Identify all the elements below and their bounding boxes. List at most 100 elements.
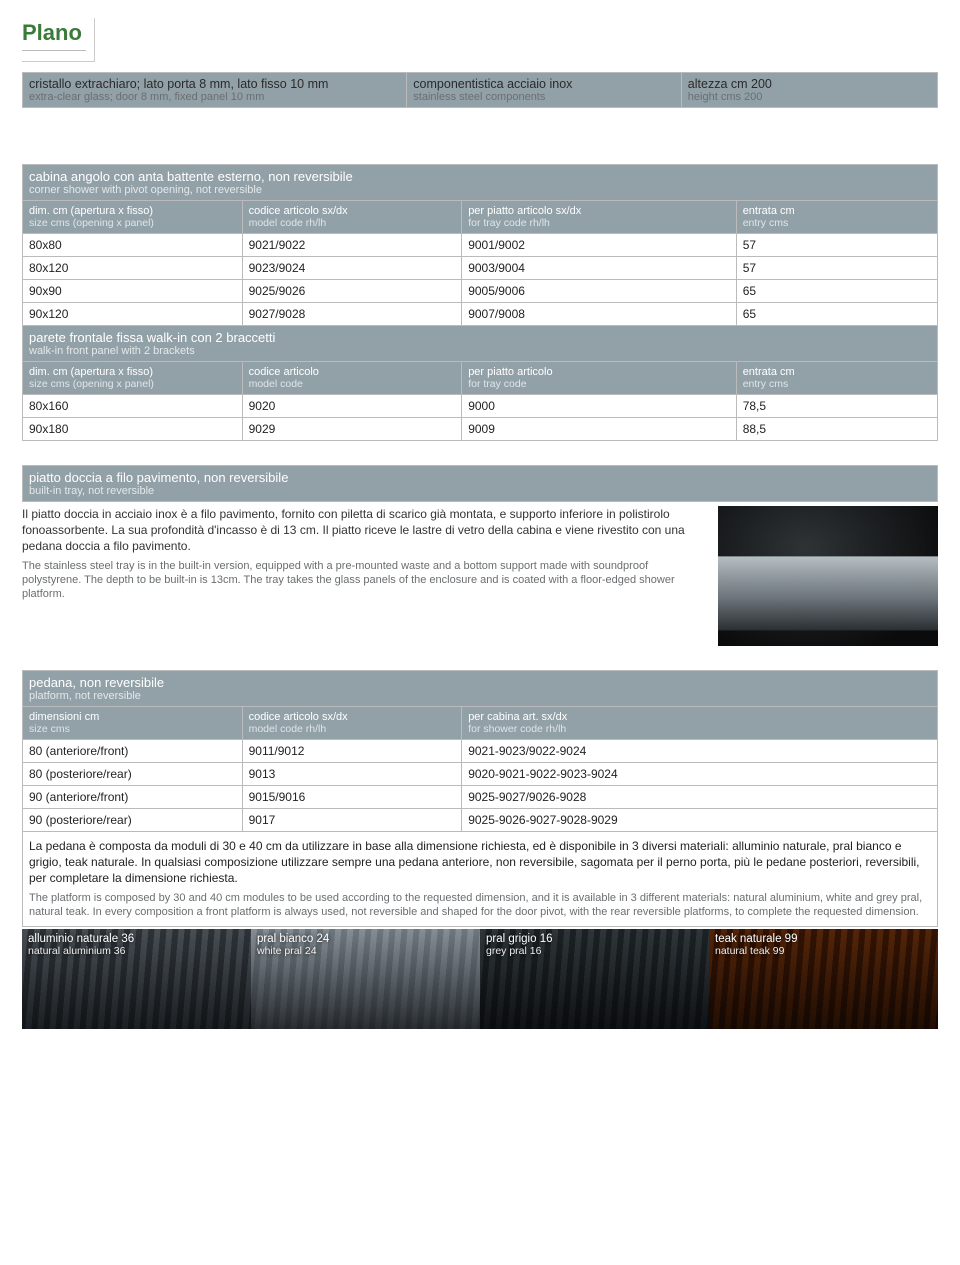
table-cell: 9013 — [242, 763, 462, 786]
pcol-dim-en: size cms (opening x panel) — [29, 378, 236, 390]
material-label: alluminio naturale 36natural aluminium 3… — [28, 933, 134, 957]
pcol-entry-en: entry cms — [743, 378, 931, 390]
table-cell: 65 — [736, 280, 937, 303]
table-row: 90 (anteriore/front)9015/90169025-9027/9… — [23, 786, 938, 809]
table-cell: 9021-9023/9022-9024 — [462, 740, 938, 763]
table-cell: 9001/9002 — [462, 234, 737, 257]
pedana-title-it: pedana, non reversibile — [29, 675, 931, 690]
table-cell: 80 (anteriore/front) — [23, 740, 243, 763]
table-cell: 9025/9026 — [242, 280, 462, 303]
material-swatch: teak naturale 99natural teak 99 — [709, 929, 938, 1029]
pedana-desc-it: La pedana è composta da moduli di 30 e 4… — [29, 839, 920, 885]
pcol-dim-it: dim. cm (apertura x fisso) — [29, 366, 236, 378]
table-cell: 9009 — [462, 418, 737, 441]
table-row: 80 (posteriore/rear)90139020-9021-9022-9… — [23, 763, 938, 786]
table-cell: 78,5 — [736, 395, 937, 418]
pcol-entry-it: entrata cm — [743, 366, 931, 378]
table-cell: 9021/9022 — [242, 234, 462, 257]
material-label: pral bianco 24white pral 24 — [257, 933, 329, 957]
table-cell: 80 (posteriore/rear) — [23, 763, 243, 786]
col-code-en: model code rh/lh — [249, 217, 456, 229]
tray-image — [718, 506, 938, 646]
table-cell: 9025-9027/9026-9028 — [462, 786, 938, 809]
table-cell: 88,5 — [736, 418, 937, 441]
table-row: 80 (anteriore/front)9011/90129021-9023/9… — [23, 740, 938, 763]
table-cell: 9017 — [242, 809, 462, 832]
table-row: 80x809021/90229001/900257 — [23, 234, 938, 257]
table-cell: 9003/9004 — [462, 257, 737, 280]
table-row: 80x1209023/90249003/900457 — [23, 257, 938, 280]
table-cell: 9020-9021-9022-9023-9024 — [462, 763, 938, 786]
pdcol-dim-it: dimensioni cm — [29, 711, 236, 723]
pedana-desc-en: The platform is composed by 30 and 40 cm… — [29, 891, 931, 921]
col-code-it: codice articolo sx/dx — [249, 205, 456, 217]
table-cell: 90 (anteriore/front) — [23, 786, 243, 809]
table-row: 80x1609020900078,5 — [23, 395, 938, 418]
cabina-title-en: corner shower with pivot opening, not re… — [29, 184, 931, 196]
tray-description-block: piatto doccia a filo pavimento, non reve… — [22, 465, 938, 646]
pdcol-code-en: model code rh/lh — [249, 723, 456, 735]
table-cell: 9025-9026-9027-9028-9029 — [462, 809, 938, 832]
hdr-steel-it: componentistica acciaio inox — [413, 77, 675, 91]
table-cell: 9023/9024 — [242, 257, 462, 280]
pdcol-dim-en: size cms — [29, 723, 236, 735]
table-cell: 9011/9012 — [242, 740, 462, 763]
table-cell: 9020 — [242, 395, 462, 418]
piatto-body-en: The stainless steel tray is in the built… — [22, 559, 708, 602]
table-cell: 90 (posteriore/rear) — [23, 809, 243, 832]
table-cell: 57 — [736, 257, 937, 280]
material-swatch: alluminio naturale 36natural aluminium 3… — [22, 929, 251, 1029]
table-cell: 80x120 — [23, 257, 243, 280]
platform-table: pedana, non reversibile platform, not re… — [22, 670, 938, 832]
col-dim-en: size cms (opening x panel) — [29, 217, 236, 229]
table-cell: 90x120 — [23, 303, 243, 326]
material-swatches: alluminio naturale 36natural aluminium 3… — [22, 929, 938, 1029]
material-label: pral grigio 16grey pral 16 — [486, 933, 552, 957]
table-row: 90x909025/90269005/900665 — [23, 280, 938, 303]
hdr-steel-en: stainless steel components — [413, 91, 675, 103]
parete-title-it: parete frontale fissa walk-in con 2 brac… — [29, 330, 931, 345]
pcol-tray-it: per piatto articolo — [468, 366, 730, 378]
table-row: 90x1809029900988,5 — [23, 418, 938, 441]
table-cell: 80x80 — [23, 234, 243, 257]
hdr-glass-en: extra-clear glass; door 8 mm, fixed pane… — [29, 91, 400, 103]
pcol-tray-en: for tray code — [468, 378, 730, 390]
col-entry-it: entrata cm — [743, 205, 931, 217]
col-tray-it: per piatto articolo sx/dx — [468, 205, 730, 217]
page-title: Plano — [22, 18, 86, 51]
table-row: 90x1209027/90289007/900865 — [23, 303, 938, 326]
table-cell: 9015/9016 — [242, 786, 462, 809]
table-cell: 90x90 — [23, 280, 243, 303]
pdcol-cab-it: per cabina art. sx/dx — [468, 711, 931, 723]
piatto-title-en: built-in tray, not reversible — [29, 485, 931, 497]
product-header-table: cristallo extrachiaro; lato porta 8 mm, … — [22, 72, 938, 108]
col-entry-en: entry cms — [743, 217, 931, 229]
title-box: Plano — [22, 18, 95, 62]
table-cell: 90x180 — [23, 418, 243, 441]
hdr-glass-it: cristallo extrachiaro; lato porta 8 mm, … — [29, 77, 400, 91]
material-swatch: pral grigio 16grey pral 16 — [480, 929, 709, 1029]
material-swatch: pral bianco 24white pral 24 — [251, 929, 480, 1029]
table-row: 90 (posteriore/rear)90179025-9026-9027-9… — [23, 809, 938, 832]
pcol-code-en: model code — [249, 378, 456, 390]
col-tray-en: for tray code rh/lh — [468, 217, 730, 229]
col-dim-it: dim. cm (apertura x fisso) — [29, 205, 236, 217]
table-cell: 9000 — [462, 395, 737, 418]
platform-block: pedana, non reversibile platform, not re… — [22, 670, 938, 1029]
specs-table: cabina angolo con anta battente esterno,… — [22, 164, 938, 441]
table-cell: 9007/9008 — [462, 303, 737, 326]
hdr-height-en: height cms 200 — [688, 91, 931, 103]
table-cell: 57 — [736, 234, 937, 257]
piatto-title-it: piatto doccia a filo pavimento, non reve… — [29, 470, 931, 485]
pdcol-code-it: codice articolo sx/dx — [249, 711, 456, 723]
platform-description: La pedana è composta da moduli di 30 e 4… — [22, 832, 938, 927]
page: Plano cristallo extrachiaro; lato porta … — [0, 0, 960, 1047]
table-cell: 9005/9006 — [462, 280, 737, 303]
piatto-body-it: Il piatto doccia in acciaio inox è a fil… — [22, 506, 708, 555]
hdr-height-it: altezza cm 200 — [688, 77, 931, 91]
pcol-code-it: codice articolo — [249, 366, 456, 378]
parete-title-en: walk-in front panel with 2 brackets — [29, 345, 931, 357]
cabina-title-it: cabina angolo con anta battente esterno,… — [29, 169, 931, 184]
table-cell: 65 — [736, 303, 937, 326]
table-cell: 80x160 — [23, 395, 243, 418]
